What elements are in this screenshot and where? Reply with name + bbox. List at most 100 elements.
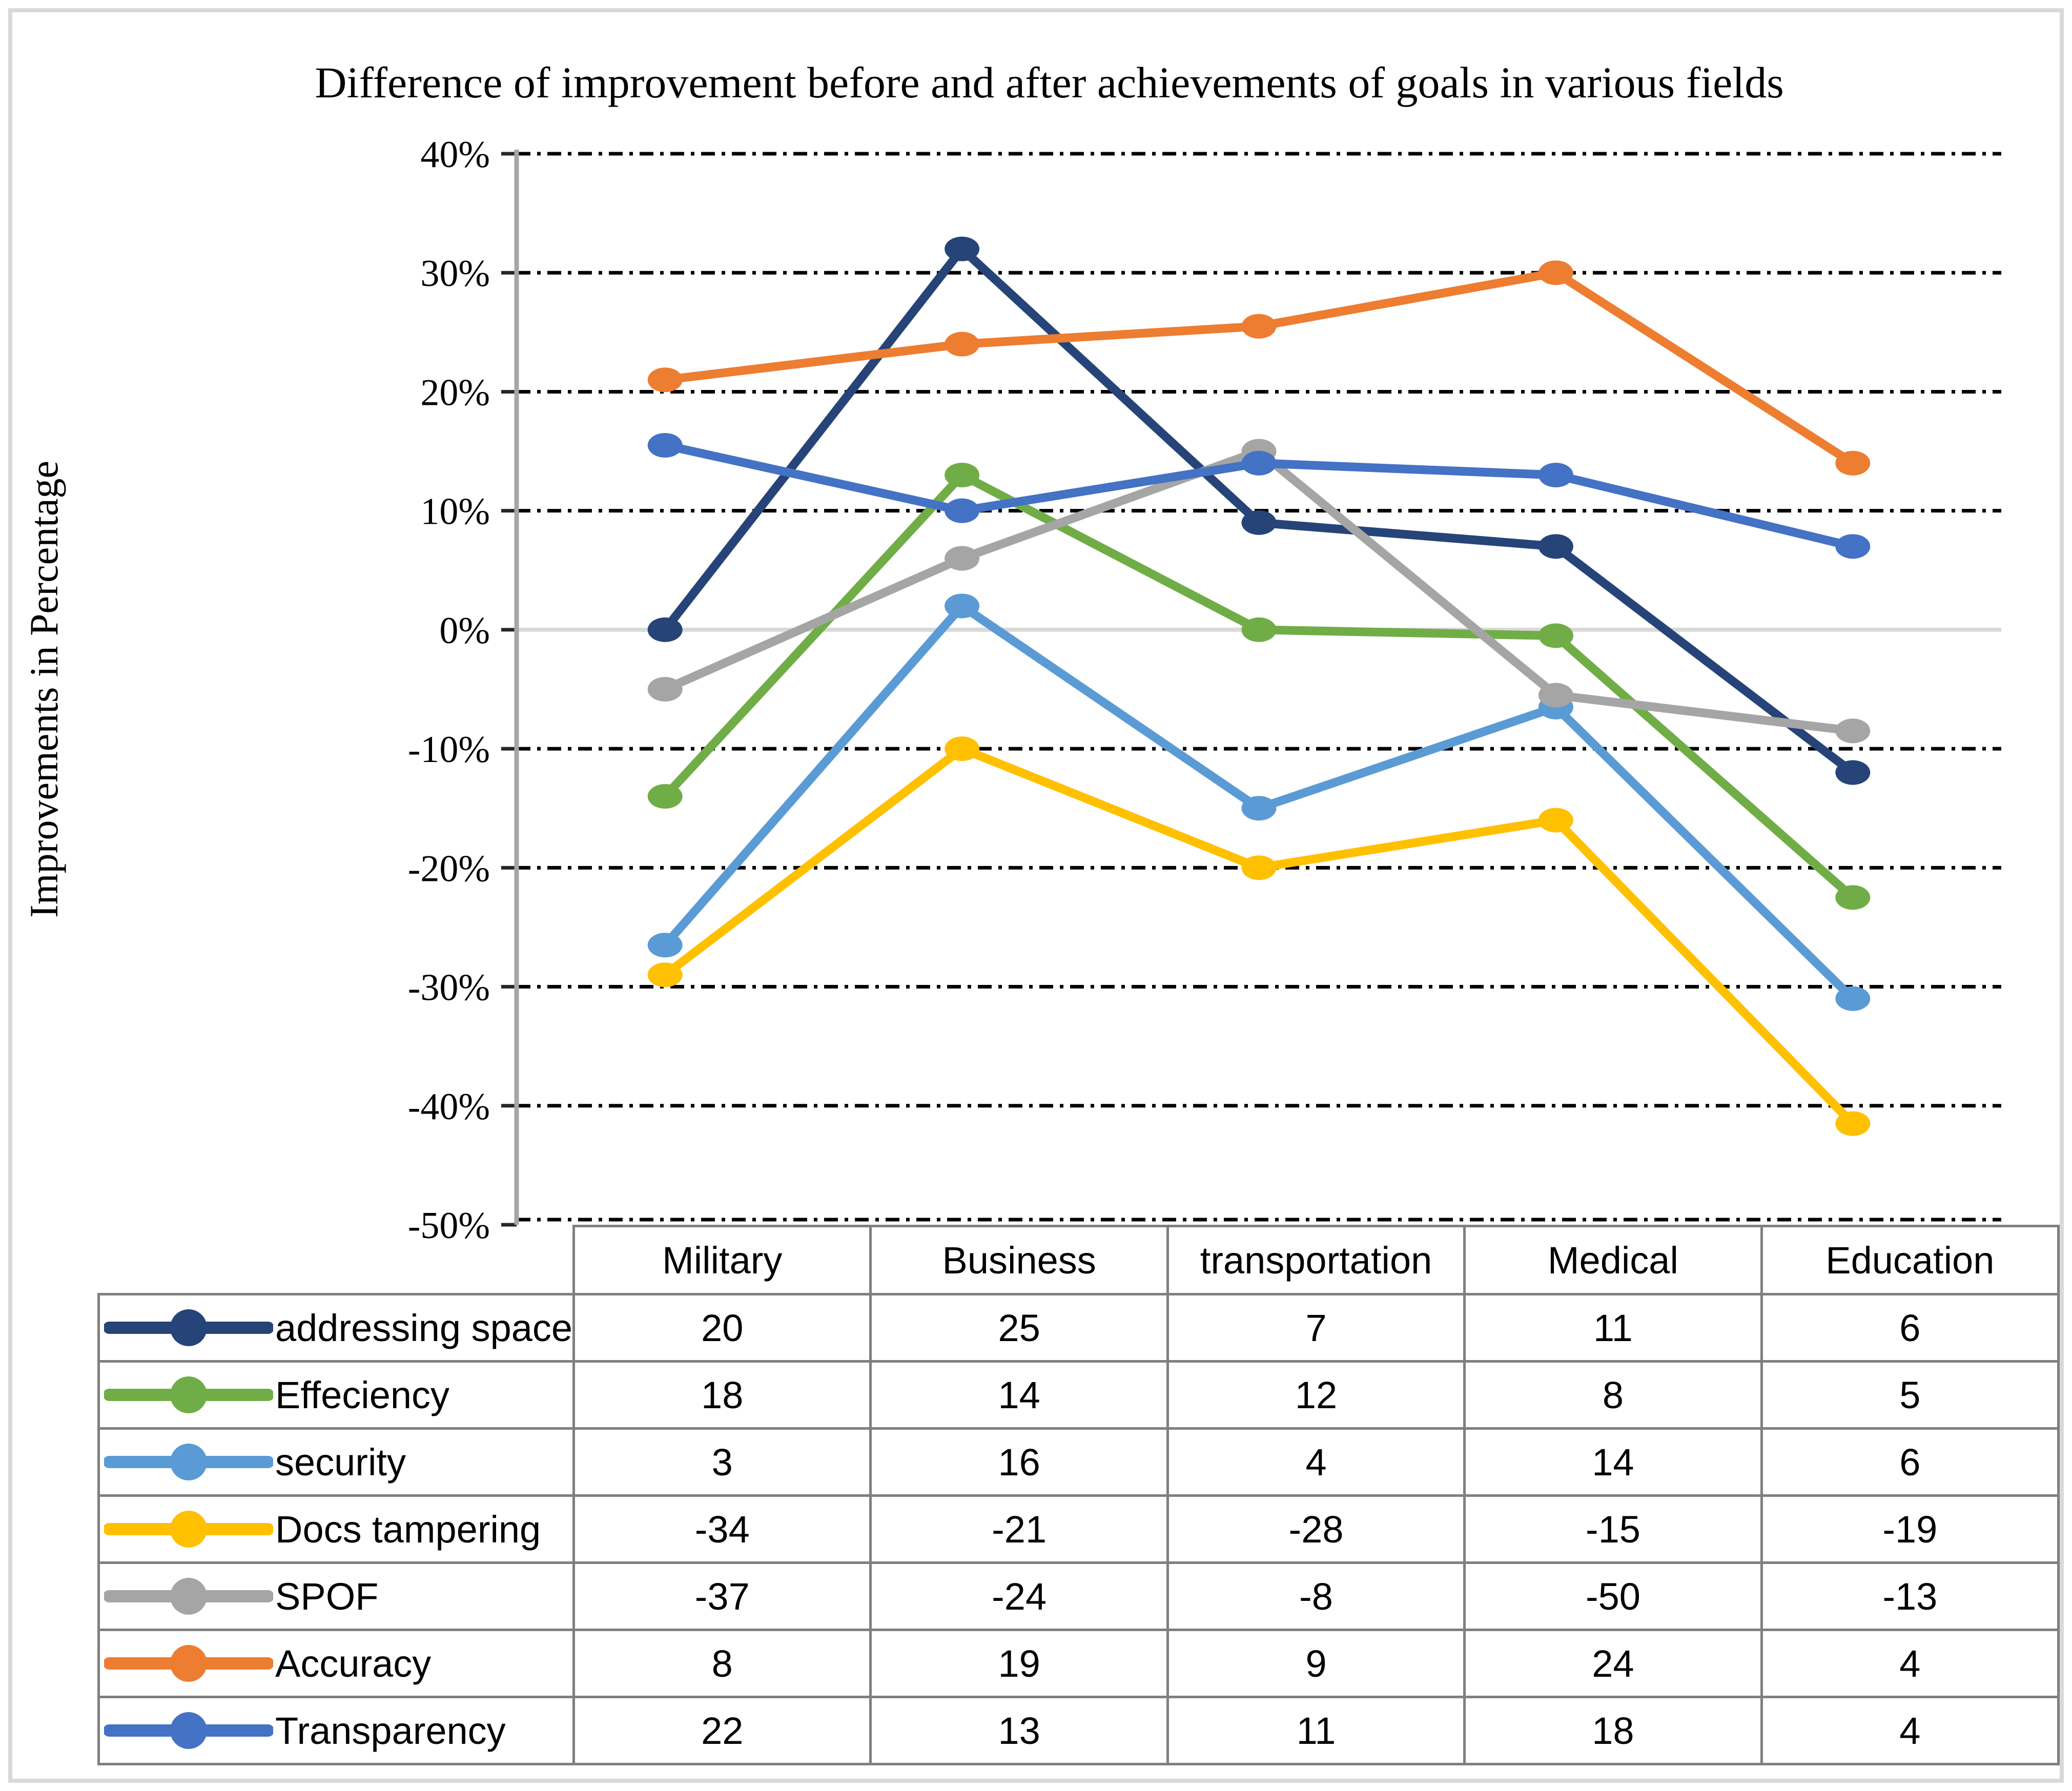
table-value-cell: -19 <box>1760 1494 2060 1564</box>
table-row: Docs tampering -34 -21 -28 -15 -19 <box>97 1494 2060 1564</box>
table-value-cell: 6 <box>1760 1427 2060 1497</box>
data-point-marker <box>1835 986 1871 1011</box>
table-value-cell: 16 <box>869 1427 1169 1497</box>
table-value-cell: 5 <box>1760 1360 2060 1430</box>
table-value-cell: 25 <box>869 1293 1169 1363</box>
table-value-cell: -15 <box>1463 1494 1763 1564</box>
data-point-marker <box>647 617 683 642</box>
legend-cell: addressing space <box>97 1293 576 1363</box>
data-point-marker <box>1835 718 1871 744</box>
y-tick-label: -40% <box>408 1086 490 1128</box>
table-row: security 3 16 4 14 6 <box>97 1427 2060 1497</box>
table-value-cell: 14 <box>869 1360 1169 1430</box>
legend-cell: Transparency <box>97 1696 576 1765</box>
series-line <box>661 268 1857 468</box>
y-tick-label: 20% <box>420 372 490 414</box>
series-name-label: addressing space <box>275 1306 573 1349</box>
data-point-marker <box>647 962 683 987</box>
table-header-cell: Military <box>572 1225 872 1295</box>
table-row: Accuracy 8 19 9 24 4 <box>97 1629 2060 1698</box>
data-table: Military Business transportation Medical Edu… <box>97 1225 2060 1765</box>
table-value-cell: -28 <box>1166 1494 1466 1564</box>
data-point-marker <box>1241 314 1277 339</box>
data-point-marker <box>1241 855 1277 880</box>
table-row: Transparency 22 13 11 18 4 <box>97 1696 2060 1765</box>
y-tick-label: 30% <box>420 253 490 295</box>
table-header-cell: Business <box>869 1225 1169 1295</box>
table-value-cell: -8 <box>1166 1561 1466 1631</box>
legend-line-marker-icon <box>104 1645 273 1682</box>
data-point-marker <box>1835 885 1871 910</box>
data-point-marker <box>945 498 980 523</box>
legend-cell-inner: security <box>100 1438 572 1486</box>
table-value-cell: 3 <box>572 1427 872 1497</box>
data-point-marker <box>647 367 683 393</box>
table-corner-cell <box>98 1226 576 1295</box>
legend-cell: security <box>97 1427 576 1497</box>
data-point-marker <box>1241 450 1277 476</box>
data-point-marker <box>647 677 683 702</box>
legend-line-marker-icon <box>104 1376 273 1413</box>
table-value-cell: 7 <box>1166 1293 1466 1363</box>
legend-cell-inner: addressing space <box>100 1304 572 1351</box>
legend-cell-inner: Docs tampering <box>100 1506 572 1553</box>
table-value-cell: 19 <box>869 1629 1169 1698</box>
series-line <box>661 447 1857 735</box>
table-value-cell: 20 <box>572 1293 872 1363</box>
data-point-marker <box>945 593 980 619</box>
y-tick-label: 40% <box>420 134 490 176</box>
data-point-marker <box>945 236 980 261</box>
data-point-marker <box>945 463 980 487</box>
table-value-cell: -13 <box>1760 1561 2060 1631</box>
data-point-marker <box>945 546 980 571</box>
legend-cell-inner: Effeciency <box>100 1371 572 1418</box>
table-value-cell: 6 <box>1760 1293 2060 1363</box>
table-header-row: Military Business transportation Medical Edu… <box>98 1225 2060 1295</box>
legend-cell: SPOF <box>97 1561 576 1631</box>
table-value-cell: 11 <box>1166 1696 1466 1765</box>
table-value-cell: 12 <box>1166 1360 1466 1430</box>
table-value-cell: -34 <box>572 1494 872 1564</box>
y-tick-label: 0% <box>439 610 490 652</box>
data-point-marker <box>945 736 980 761</box>
data-point-marker <box>1538 683 1573 708</box>
data-point-marker <box>1835 760 1871 785</box>
table-header-cell: Education <box>1760 1225 2060 1295</box>
table-value-cell: 4 <box>1166 1427 1466 1497</box>
data-point-marker <box>1538 534 1573 559</box>
legend-cell-inner: Transparency <box>100 1707 572 1754</box>
table-value-cell: 24 <box>1463 1629 1763 1698</box>
legend-cell: Accuracy <box>97 1629 576 1698</box>
y-tick-label: -30% <box>408 967 490 1009</box>
table-header-cell: Medical <box>1463 1225 1763 1295</box>
series-name-label: security <box>275 1440 406 1484</box>
y-tick-label: -20% <box>408 848 490 890</box>
series-name-label: Docs tampering <box>275 1508 541 1551</box>
table-value-cell: 8 <box>572 1629 872 1698</box>
data-point-marker <box>1538 808 1573 833</box>
table-value-cell: -50 <box>1463 1561 1763 1631</box>
legend-cell-inner: Accuracy <box>100 1640 572 1687</box>
data-point-marker <box>647 433 683 458</box>
table-value-cell: 22 <box>572 1696 872 1765</box>
series-name-label: Transparency <box>275 1709 506 1752</box>
y-axis-title: Improvements in Percentage <box>22 461 66 918</box>
table-value-cell: 11 <box>1463 1293 1763 1363</box>
series-name-label: Accuracy <box>275 1642 432 1685</box>
legend-line-marker-icon <box>104 1511 273 1548</box>
data-point-marker <box>1241 796 1277 821</box>
series-name-label: Effeciency <box>275 1373 450 1416</box>
table-row: Effeciency 18 14 12 8 5 <box>97 1360 2060 1430</box>
table-row: addressing space 20 25 7 11 6 <box>97 1293 2060 1363</box>
data-point-marker <box>1835 534 1871 559</box>
legend-cell: Docs tampering <box>97 1494 576 1564</box>
y-tick-label: 10% <box>420 491 490 533</box>
legend-line-marker-icon <box>104 1309 273 1346</box>
table-value-cell: -37 <box>572 1561 872 1631</box>
data-point-marker <box>1835 450 1871 476</box>
table-value-cell: 8 <box>1463 1360 1763 1430</box>
data-point-marker <box>945 332 980 357</box>
table-value-cell: 4 <box>1760 1696 2060 1765</box>
table-value-cell: 4 <box>1760 1629 2060 1698</box>
